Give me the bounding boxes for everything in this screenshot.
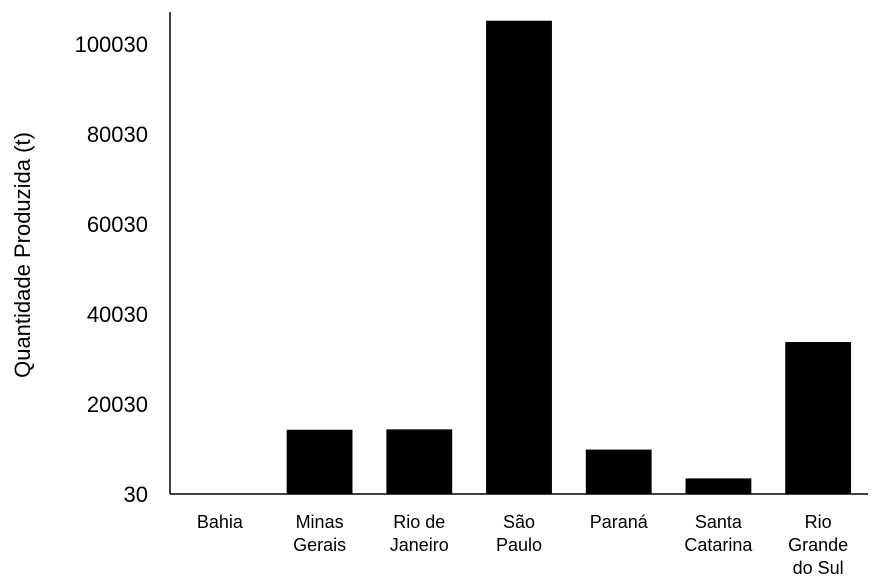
- bar: [486, 20, 552, 495]
- x-tick-label: Paulo: [496, 535, 542, 555]
- y-tick-label: 80030: [87, 122, 148, 147]
- bar: [585, 449, 652, 494]
- x-tick-label: São: [503, 512, 535, 532]
- x-tick-label: Gerais: [293, 535, 346, 555]
- x-tick-label: Catarina: [684, 535, 753, 555]
- x-tick-label: Grande: [788, 535, 848, 555]
- x-tick-label: Minas: [296, 512, 344, 532]
- y-axis-ticks: 30 20030 40030 60030 80030 100030: [75, 32, 148, 507]
- y-tick-label: 60030: [87, 212, 148, 237]
- y-tick-label: 20030: [87, 392, 148, 417]
- y-tick-label: 30: [124, 482, 148, 507]
- x-tick-label: Santa: [695, 512, 743, 532]
- x-tick-label: Bahia: [197, 512, 244, 532]
- x-tick-label: Rio: [805, 512, 832, 532]
- bar: [386, 429, 453, 494]
- bar: [785, 342, 852, 494]
- x-tick-label: Janeiro: [390, 535, 449, 555]
- x-tick-label: Paraná: [590, 512, 649, 532]
- bar: [685, 478, 752, 494]
- bar: [286, 429, 353, 494]
- x-tick-label: Rio de: [393, 512, 445, 532]
- x-tick-label: do Sul: [793, 558, 844, 578]
- y-axis-title: Quantidade Produzida (t): [10, 132, 35, 378]
- bars: [286, 20, 852, 495]
- x-axis-labels: Bahia Minas Gerais Rio de Janeiro São Paulo Par…: [197, 512, 848, 578]
- y-tick-label: 100030: [75, 32, 148, 57]
- y-tick-label: 40030: [87, 302, 148, 327]
